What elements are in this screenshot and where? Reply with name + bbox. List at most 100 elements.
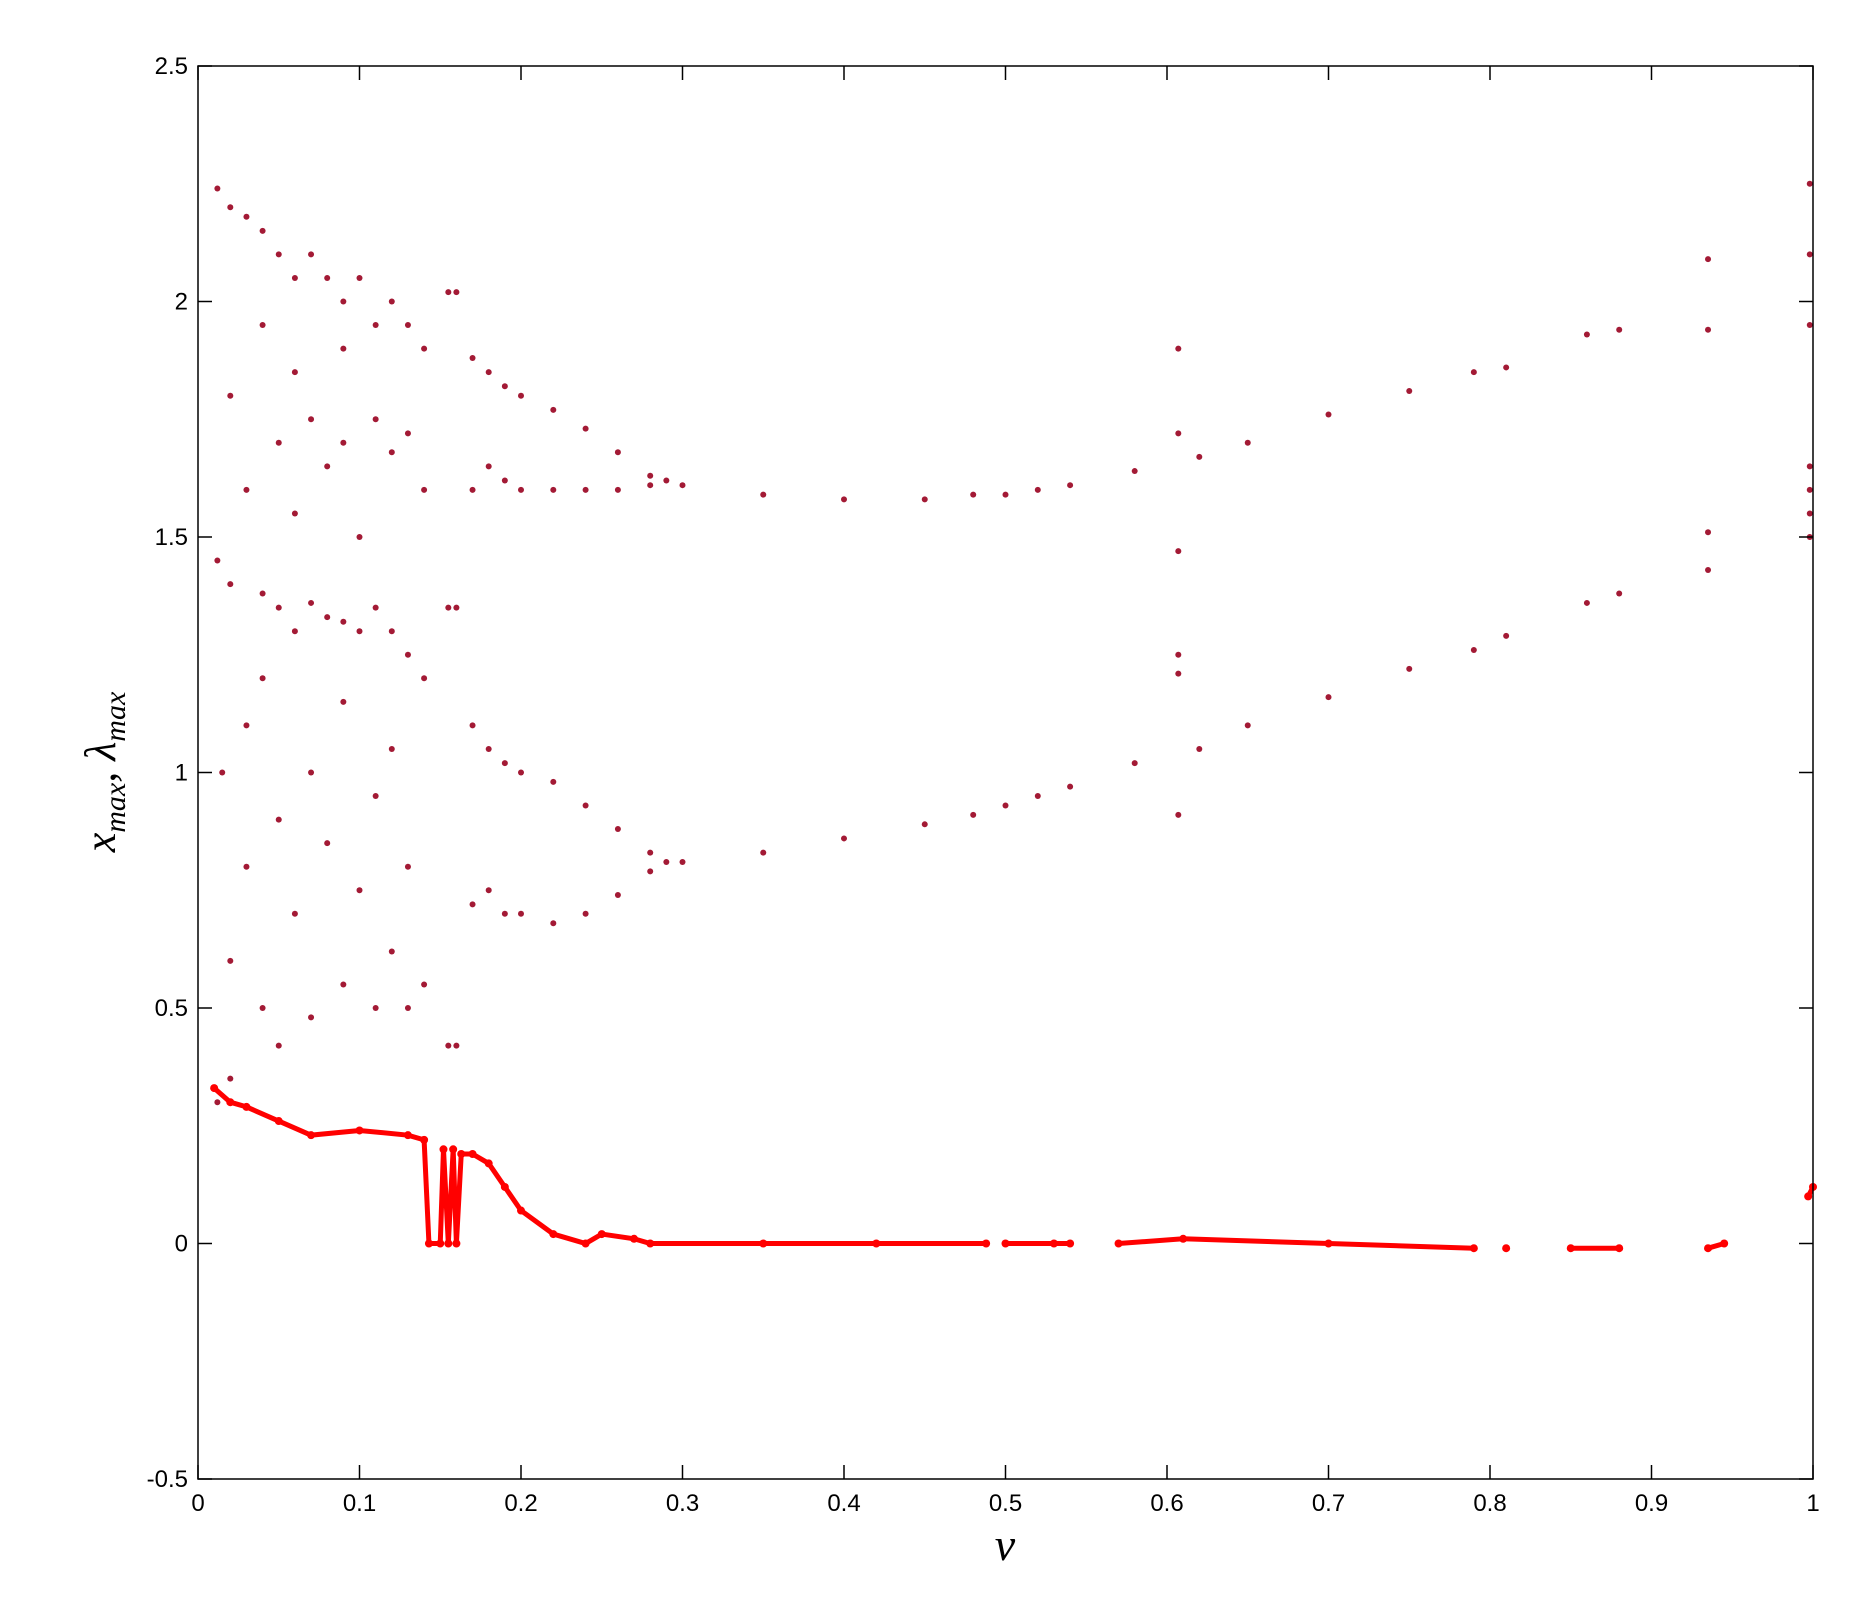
xmax-point bbox=[550, 406, 557, 413]
lambda-point bbox=[226, 1098, 235, 1107]
xmax-point bbox=[1325, 411, 1332, 418]
xmax-point bbox=[1175, 430, 1182, 437]
xmax-point bbox=[356, 534, 363, 540]
lambda-point bbox=[1804, 1192, 1813, 1201]
xmax-point bbox=[308, 599, 315, 606]
x-tick-label: 0.6 bbox=[1150, 1490, 1183, 1517]
xmax-point bbox=[227, 392, 234, 399]
lambda-point bbox=[1066, 1239, 1075, 1248]
y-label-part: max bbox=[99, 782, 132, 833]
xmax-point bbox=[1175, 651, 1182, 658]
lambda-point bbox=[468, 1150, 477, 1159]
x-tick-label: 0.3 bbox=[666, 1490, 699, 1517]
xmax-point bbox=[518, 392, 524, 399]
xmax-point bbox=[291, 510, 298, 517]
xmax-point bbox=[453, 1042, 460, 1049]
x-tick-label: 0.2 bbox=[504, 1490, 537, 1517]
xmax-point bbox=[1002, 802, 1009, 809]
lambda-line bbox=[212, 1086, 987, 1247]
xmax-point bbox=[1034, 486, 1041, 493]
xmax-point bbox=[214, 1099, 221, 1106]
xmax-point bbox=[485, 463, 492, 470]
xmax-point bbox=[227, 1075, 234, 1082]
xmax-point bbox=[1583, 599, 1590, 606]
xmax-point bbox=[243, 863, 250, 870]
xmax-point bbox=[404, 863, 411, 870]
xmax-point bbox=[404, 322, 411, 329]
xmax-point bbox=[647, 472, 654, 479]
lambda-point bbox=[630, 1234, 639, 1243]
xmax-point bbox=[469, 722, 476, 729]
xmax-point bbox=[1806, 510, 1813, 517]
xmax-point bbox=[647, 849, 654, 856]
xmax-point bbox=[227, 957, 234, 964]
lambda-point bbox=[420, 1135, 429, 1144]
xmax-point bbox=[582, 802, 589, 809]
xmax-point bbox=[1616, 326, 1623, 333]
lambda-point bbox=[424, 1239, 433, 1248]
xmax-point bbox=[275, 1042, 282, 1049]
x-tick-label: 0.8 bbox=[1473, 1490, 1506, 1517]
plot-frame bbox=[197, 65, 1814, 1480]
xmax-point bbox=[214, 557, 221, 564]
lambda-point bbox=[1001, 1239, 1010, 1248]
xmax-point bbox=[582, 425, 589, 432]
xmax-point bbox=[485, 745, 492, 752]
lambda-point bbox=[982, 1239, 991, 1248]
lambda-point bbox=[210, 1084, 219, 1093]
xmax-point bbox=[372, 322, 379, 329]
xmax-point bbox=[227, 581, 234, 588]
xmax-point bbox=[614, 826, 621, 833]
xmax-point bbox=[1175, 811, 1182, 818]
y-label-part: x bbox=[76, 832, 125, 853]
xmax-point bbox=[614, 449, 621, 456]
xmax-point bbox=[308, 1014, 315, 1021]
xmax-point bbox=[1175, 548, 1182, 555]
xmax-point bbox=[469, 486, 476, 493]
y-label-part: max bbox=[99, 691, 132, 742]
xmax-point bbox=[421, 486, 428, 493]
xmax-point bbox=[259, 1005, 266, 1011]
xmax-point bbox=[550, 486, 557, 493]
xmax-point bbox=[485, 887, 492, 894]
xmax-point bbox=[518, 769, 524, 776]
xmax-point bbox=[1406, 387, 1413, 394]
lambda-point bbox=[274, 1117, 283, 1126]
xmax-point bbox=[388, 948, 395, 955]
xmax-point bbox=[614, 891, 621, 898]
xmax-point bbox=[324, 274, 331, 281]
xmax-point bbox=[453, 289, 460, 296]
xmax-point bbox=[243, 213, 250, 220]
xmax-point bbox=[421, 675, 428, 682]
xmax-point bbox=[501, 760, 508, 767]
xmax-point bbox=[340, 298, 347, 305]
xmax-point bbox=[1067, 482, 1074, 489]
xmax-point bbox=[1705, 326, 1712, 333]
xmax-point bbox=[679, 858, 686, 865]
lambda-point bbox=[457, 1150, 466, 1159]
xmax-point bbox=[404, 430, 411, 437]
x-tick-label: 0.5 bbox=[989, 1490, 1022, 1517]
xmax-point bbox=[841, 835, 847, 842]
xmax-point bbox=[760, 849, 767, 856]
xmax-point bbox=[372, 793, 379, 800]
lambda-point bbox=[581, 1239, 590, 1248]
xmax-point bbox=[275, 251, 282, 258]
xmax-point bbox=[445, 1042, 452, 1049]
xmax-point bbox=[404, 651, 411, 658]
lambda-point bbox=[1615, 1244, 1624, 1253]
xmax-point bbox=[308, 251, 315, 258]
xmax-point bbox=[1002, 491, 1009, 498]
lambda-point bbox=[1469, 1244, 1478, 1253]
xmax-point bbox=[291, 910, 298, 917]
lambda-point bbox=[517, 1206, 525, 1215]
xmax-point bbox=[1806, 251, 1813, 258]
lambda-point bbox=[484, 1159, 493, 1168]
lambda-point bbox=[307, 1131, 316, 1140]
xmax-point bbox=[445, 604, 452, 611]
xmax-point bbox=[841, 496, 847, 503]
x-tick-label: 0.9 bbox=[1635, 1490, 1668, 1517]
y-tick-label: 1 bbox=[175, 760, 188, 787]
xmax-point bbox=[1406, 665, 1413, 672]
xmax-point bbox=[421, 345, 428, 352]
